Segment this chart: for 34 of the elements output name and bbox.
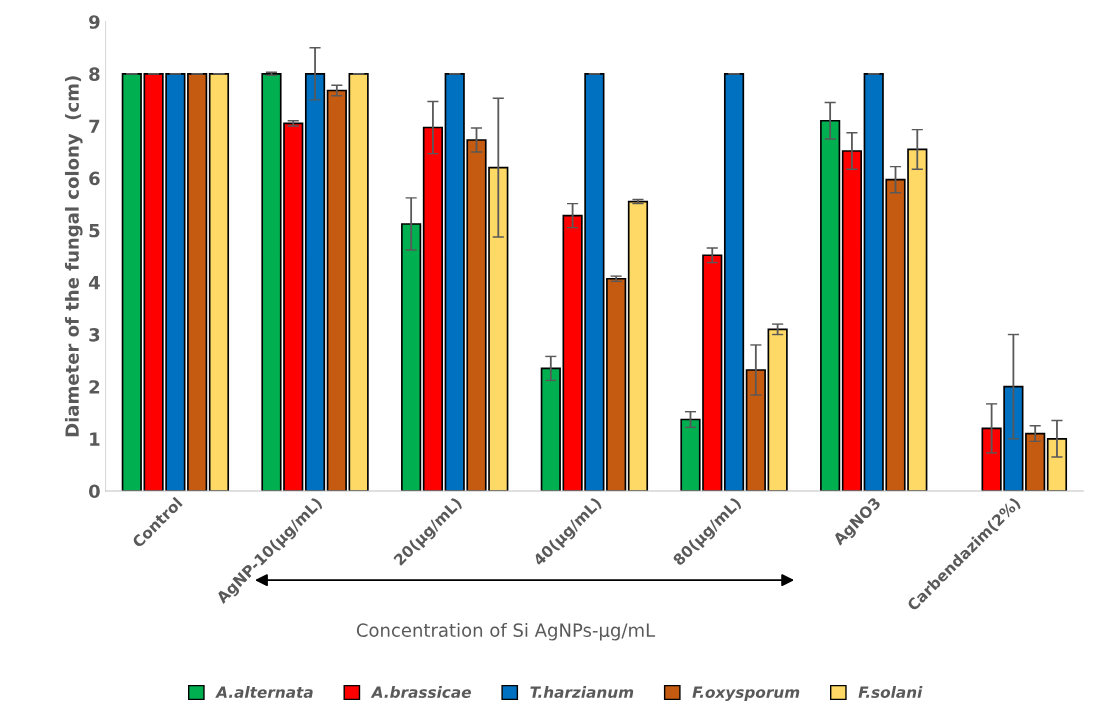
y-tick-label: 2	[89, 380, 100, 394]
bar	[606, 277, 627, 491]
y-tick-label: 5	[89, 223, 100, 238]
bar	[1025, 432, 1046, 491]
bar	[304, 72, 326, 491]
bar	[422, 126, 444, 491]
legend-label: A.alternata	[215, 686, 313, 698]
text: Concentration of Si AgNPs-µg/mL	[356, 623, 656, 641]
bar	[841, 150, 863, 491]
bar	[348, 72, 369, 491]
bar	[627, 200, 649, 491]
bar	[723, 72, 745, 491]
bar	[745, 369, 766, 491]
y-tick-label: 6	[89, 171, 100, 186]
y-tick-label: 1	[90, 432, 100, 446]
legend-label: A.brassicae	[370, 686, 471, 698]
bar	[540, 367, 561, 491]
legend-label: T.harzianum	[530, 686, 634, 698]
y-tick-label: 7	[89, 119, 100, 133]
bar	[326, 89, 347, 491]
y-tick-label: 3	[89, 327, 100, 342]
bar	[820, 119, 841, 491]
bar	[1046, 437, 1068, 491]
y-tick-label: 9	[89, 15, 100, 29]
bar	[187, 72, 208, 491]
y-tick-label: 0	[88, 484, 100, 499]
y-tick-label: 8	[89, 67, 100, 81]
bar	[401, 223, 422, 491]
y-axis-title: Diameter of the fungal colony (cm)	[64, 76, 83, 437]
legend-label: F.solani	[858, 686, 923, 698]
bar	[767, 328, 788, 491]
bar	[208, 72, 230, 491]
y-tick-label: 4	[88, 276, 100, 290]
legend-label: F.oxysporum	[692, 686, 800, 702]
